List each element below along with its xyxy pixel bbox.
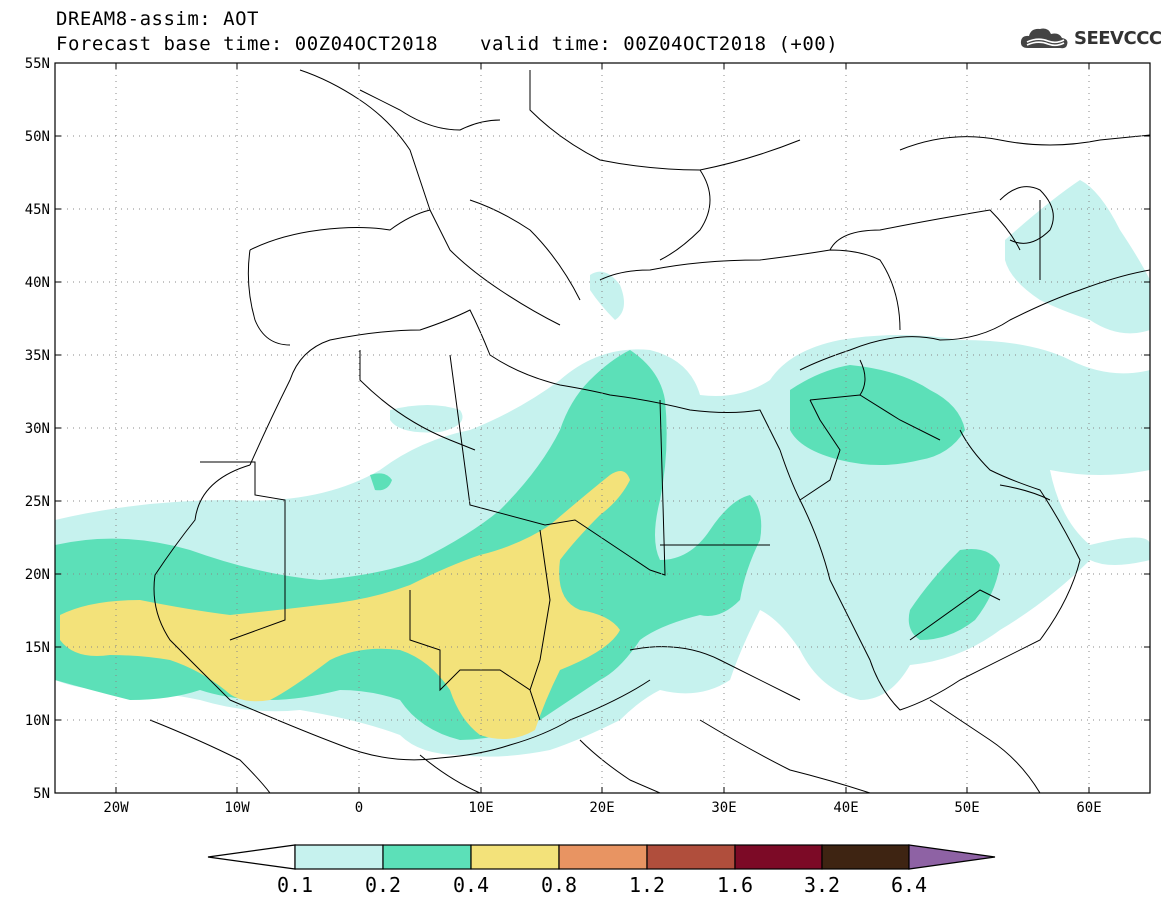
lat-label: 35N [25,348,50,364]
lat-label: 55N [25,56,50,72]
axis-ticks [55,62,1150,794]
colorbar-label: 0.2 [365,873,401,897]
colorbar-swatch [734,844,823,870]
colorbar-max-arrow [908,844,996,870]
colorbar [207,844,996,870]
colorbar-label: 0.8 [541,873,577,897]
graticule [55,63,1150,793]
lon-label: 30E [711,800,736,816]
latitude-labels: 55N 50N 45N 40N 35N 30N 25N 20N 15N 10N … [25,56,50,802]
lon-label: 10E [468,800,493,816]
lat-label: 50N [25,129,50,145]
colorbar-swatch [821,844,910,870]
coastlines-borders [149,69,1150,793]
colorbar-swatch [382,844,472,870]
colorbar-labels: 0.1 0.2 0.4 0.8 1.2 1.6 3.2 6.4 [277,873,927,897]
lat-label: 15N [25,640,50,656]
valid-time: valid time: 00Z04OCT2018 (+00) [480,33,839,55]
lat-label: 25N [25,494,50,510]
map-title: DREAM8-assim: AOT [56,8,259,30]
lat-label: 45N [25,202,50,218]
aot-fields [55,180,1150,757]
lat-label: 20N [25,567,50,583]
lat-label: 30N [25,421,50,437]
colorbar-label: 3.2 [804,873,840,897]
forecast-base-time: Forecast base time: 00Z04OCT2018 [56,33,439,55]
colorbar-swatch [470,844,560,870]
colorbar-label: 6.4 [891,873,927,897]
longitude-labels: 20W 10W 0 10E 20E 30E 40E 50E 60E [103,800,1101,816]
colorbar-label: 1.2 [629,873,665,897]
lon-label: 40E [833,800,858,816]
colorbar-min-arrow [207,844,296,870]
seevccc-logo: SEEVCCC [1018,24,1162,52]
cloud-icon [1020,28,1068,49]
lon-label: 50E [954,800,979,816]
lon-label: 0 [355,800,363,816]
lon-label: 10W [224,800,250,816]
colorbar-swatch [294,844,384,870]
lon-label: 20W [103,800,129,816]
lon-label: 60E [1076,800,1101,816]
colorbar-label: 0.4 [453,873,489,897]
logo-text: SEEVCCC [1074,27,1162,49]
lat-label: 5N [33,786,50,802]
colorbar-swatch [558,844,648,870]
lat-label: 10N [25,713,50,729]
colorbar-swatch [646,844,736,870]
lon-label: 20E [589,800,614,816]
colorbar-label: 1.6 [717,873,753,897]
lat-label: 40N [25,275,50,291]
colorbar-label: 0.1 [277,873,313,897]
